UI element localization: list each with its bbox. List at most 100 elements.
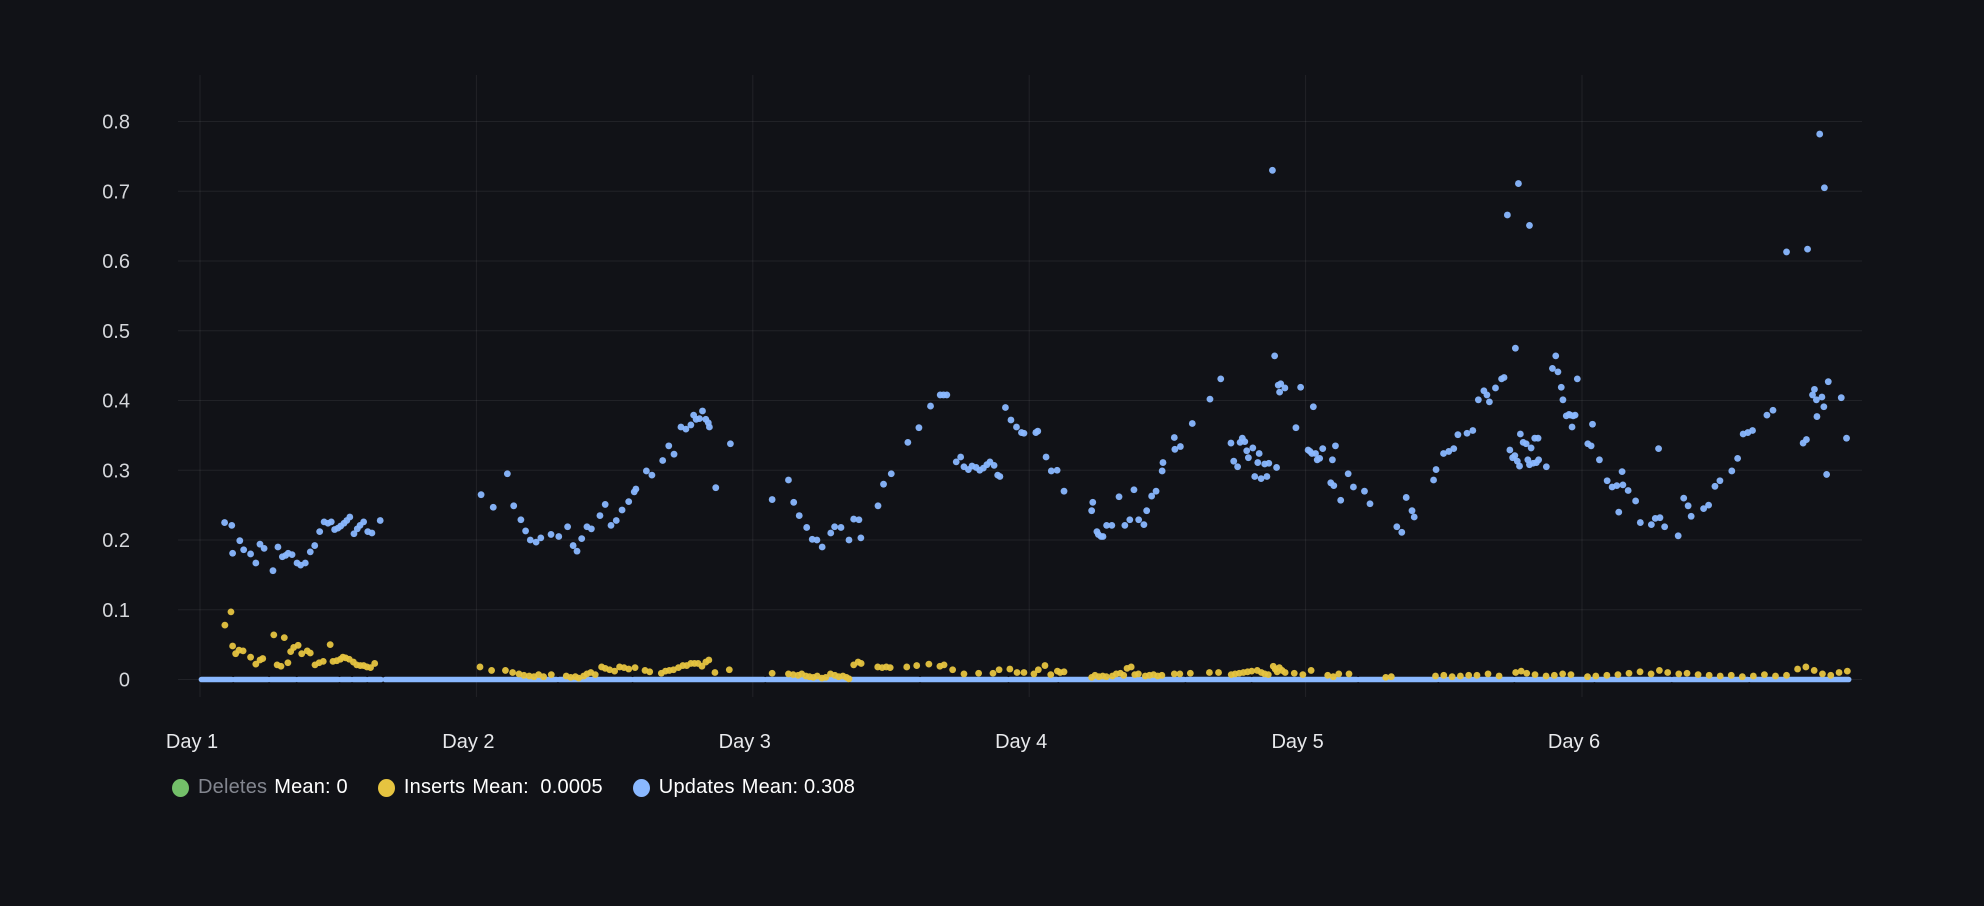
data-point bbox=[327, 518, 335, 526]
data-point bbox=[367, 664, 374, 672]
data-point bbox=[1636, 519, 1644, 526]
data-point bbox=[1158, 467, 1166, 475]
data-point bbox=[1393, 523, 1401, 531]
data-point bbox=[711, 669, 719, 676]
data-point bbox=[1329, 673, 1337, 681]
data-point bbox=[1749, 427, 1756, 434]
data-point bbox=[532, 538, 540, 546]
data-point bbox=[957, 453, 965, 461]
data-point bbox=[699, 407, 706, 415]
data-point bbox=[259, 655, 267, 662]
data-point bbox=[1234, 463, 1242, 471]
legend-series-name[interactable]: Updates bbox=[658, 776, 735, 798]
inserts-series-points[interactable] bbox=[221, 608, 1851, 683]
data-point bbox=[1811, 385, 1818, 393]
data-point bbox=[509, 669, 517, 676]
data-point bbox=[1511, 344, 1519, 352]
data-point bbox=[1309, 403, 1317, 411]
data-point bbox=[1772, 672, 1779, 680]
data-point bbox=[1312, 450, 1319, 457]
data-point bbox=[1843, 667, 1851, 675]
data-point bbox=[294, 641, 302, 649]
data-point bbox=[1430, 476, 1437, 484]
data-point bbox=[277, 662, 285, 670]
data-point bbox=[502, 667, 509, 674]
y-tick-label: 0.8 bbox=[102, 112, 130, 134]
data-point bbox=[1297, 383, 1305, 391]
y-axis-labels: 0 0.1 0.2 0.3 0.4 0.5 0.6 0.7 0.8 bbox=[102, 112, 130, 692]
data-point bbox=[1783, 248, 1790, 256]
legend-item-deletes[interactable]: Deletes Mean: 0 bbox=[172, 776, 348, 799]
data-point bbox=[1020, 429, 1028, 437]
data-point bbox=[368, 529, 376, 537]
data-point bbox=[646, 668, 654, 676]
data-point bbox=[517, 516, 525, 524]
y-tick-label: 0.6 bbox=[102, 251, 130, 273]
data-point bbox=[1506, 446, 1514, 454]
data-point bbox=[1243, 447, 1251, 455]
data-point bbox=[1810, 667, 1818, 674]
data-point bbox=[670, 450, 678, 458]
data-point bbox=[1159, 459, 1167, 466]
data-point bbox=[706, 423, 713, 431]
data-point bbox=[1277, 380, 1285, 388]
data-point bbox=[696, 415, 703, 423]
data-point bbox=[618, 506, 626, 514]
data-point bbox=[1408, 507, 1416, 515]
data-point bbox=[520, 671, 528, 679]
data-point bbox=[1249, 444, 1257, 452]
data-point bbox=[1361, 487, 1368, 495]
data-point bbox=[1511, 452, 1519, 460]
data-point bbox=[1432, 672, 1439, 680]
data-point bbox=[346, 513, 354, 521]
data-point bbox=[768, 496, 776, 503]
data-point bbox=[1683, 669, 1691, 677]
data-point bbox=[1492, 384, 1499, 392]
data-point bbox=[903, 663, 911, 671]
updates-series-points[interactable] bbox=[221, 130, 1850, 575]
data-point bbox=[607, 521, 615, 529]
data-point bbox=[927, 402, 934, 410]
data-point bbox=[1115, 493, 1123, 501]
data-point bbox=[1103, 521, 1110, 529]
y-tick-label: 0.3 bbox=[102, 460, 130, 482]
data-point bbox=[1573, 375, 1581, 383]
data-point bbox=[1307, 667, 1315, 674]
data-point bbox=[1568, 423, 1576, 431]
data-point bbox=[1387, 673, 1395, 681]
legend-series-name[interactable]: Inserts bbox=[403, 776, 466, 798]
data-point bbox=[818, 543, 826, 551]
data-point bbox=[1170, 434, 1178, 441]
data-point bbox=[1047, 671, 1055, 679]
data-point bbox=[1257, 475, 1265, 483]
legend-series-name[interactable]: Deletes bbox=[198, 776, 268, 798]
data-point bbox=[1241, 438, 1249, 446]
data-point bbox=[1812, 396, 1820, 404]
legend-item-inserts[interactable]: Inserts Mean: 0.0005 bbox=[377, 776, 603, 799]
data-point bbox=[904, 438, 912, 446]
data-point bbox=[1440, 450, 1447, 457]
data-point bbox=[625, 498, 633, 506]
legend-item-updates[interactable]: Updates Mean: 0.308 bbox=[632, 776, 855, 799]
data-point bbox=[1813, 413, 1821, 420]
data-point bbox=[1176, 670, 1184, 678]
data-point bbox=[1655, 445, 1662, 453]
data-point bbox=[1819, 670, 1826, 678]
data-point bbox=[1571, 411, 1579, 419]
data-point bbox=[229, 549, 237, 557]
data-point bbox=[789, 671, 797, 679]
data-point bbox=[239, 647, 247, 655]
data-point bbox=[1503, 211, 1511, 219]
data-point bbox=[1542, 672, 1550, 680]
data-point bbox=[526, 536, 534, 544]
data-point bbox=[1531, 671, 1539, 679]
data-point bbox=[1687, 512, 1695, 520]
data-point bbox=[1727, 671, 1735, 679]
data-point bbox=[1716, 672, 1724, 680]
data-point bbox=[1053, 466, 1061, 474]
data-point bbox=[1527, 444, 1535, 452]
data-point bbox=[269, 567, 277, 575]
deletes-series-dot-icon bbox=[172, 778, 189, 797]
data-point bbox=[687, 421, 695, 429]
